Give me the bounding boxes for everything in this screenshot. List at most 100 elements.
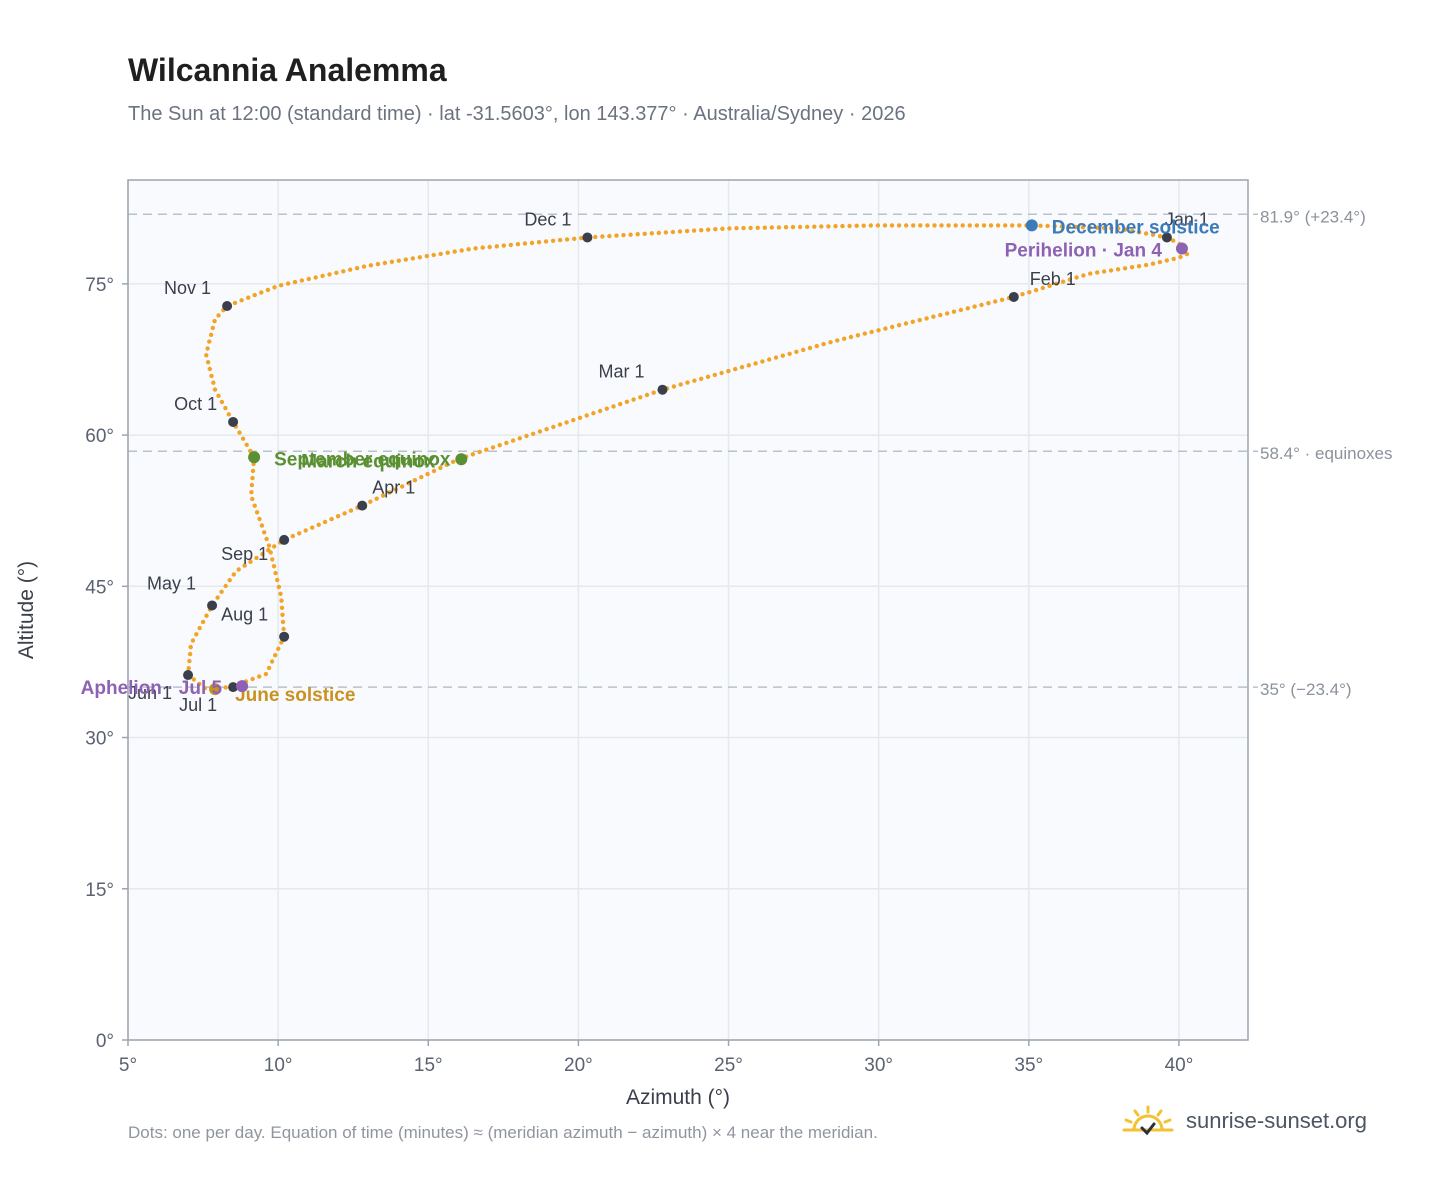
daily-dot (194, 632, 199, 637)
daily-dot (1150, 232, 1156, 237)
daily-dot (1129, 265, 1135, 270)
daily-dot (348, 508, 354, 513)
daily-dot (847, 223, 852, 229)
daily-dot (290, 533, 295, 539)
daily-dot (275, 577, 280, 583)
daily-dot (431, 468, 437, 474)
daily-dot (197, 625, 202, 631)
daily-dot (266, 543, 272, 548)
daily-dot (1130, 228, 1135, 234)
daily-dot (412, 478, 418, 483)
daily-dot (244, 442, 249, 447)
daily-dot (1136, 230, 1142, 235)
daily-dot (260, 551, 265, 557)
daily-dot (577, 415, 583, 420)
daily-dot (487, 244, 492, 250)
daily-dot (890, 324, 895, 330)
month-marker (228, 416, 239, 427)
month-marker (582, 232, 593, 243)
daily-dot (932, 223, 937, 228)
daily-dot (276, 646, 281, 651)
daily-dot (1073, 224, 1079, 230)
daily-dot (354, 266, 360, 271)
daily-dot (1017, 223, 1022, 228)
daily-dot (748, 225, 753, 231)
daily-dot (452, 249, 457, 254)
daily-dot (431, 252, 436, 258)
daily-dot (531, 431, 536, 436)
month-marker (207, 600, 218, 611)
daily-dot (876, 328, 881, 333)
daily-dot (801, 347, 806, 353)
daily-dot (564, 420, 569, 425)
daily-dot (692, 378, 697, 383)
daily-dot (254, 555, 259, 561)
daily-dot (223, 685, 228, 690)
daily-dot (219, 589, 224, 594)
x-axis-label: Azimuth (°) (626, 1086, 730, 1109)
daily-dot (726, 368, 731, 374)
daily-dot (807, 345, 813, 351)
daily-dot (204, 353, 209, 358)
daily-dot (265, 287, 271, 293)
daily-dot (1038, 223, 1043, 228)
daily-dot (406, 481, 411, 486)
daily-dot (981, 223, 987, 228)
daily-dot (250, 496, 255, 502)
daily-dot (677, 229, 683, 234)
daily-dot (266, 665, 272, 671)
daily-dot (1123, 227, 1128, 232)
brand-link[interactable]: sunrise-sunset.org (1120, 1104, 1367, 1138)
daily-dot (1003, 223, 1008, 228)
event-marker (455, 453, 468, 466)
daily-dot (473, 246, 478, 251)
daily-dot (254, 510, 260, 515)
daily-dot (396, 258, 401, 263)
x-tick-label: 35° (1014, 1055, 1043, 1076)
x-tick-label: 40° (1165, 1055, 1194, 1076)
daily-dot (375, 261, 381, 267)
daily-dot (1143, 231, 1149, 236)
daily-dot (814, 343, 819, 349)
daily-dot (252, 292, 257, 298)
daily-dot (248, 559, 253, 564)
daily-dot (237, 430, 242, 435)
reference-line-label: 35° (−23.4°) (1260, 680, 1352, 699)
daily-dot (270, 557, 275, 562)
daily-dot (993, 299, 998, 304)
x-tick-label: 30° (864, 1055, 893, 1076)
daily-dot (917, 317, 922, 323)
daily-dot (651, 390, 656, 395)
daily-dot (494, 244, 499, 249)
month-marker (1008, 291, 1019, 302)
daily-dot (191, 677, 196, 682)
daily-dot (939, 223, 944, 228)
daily-dot (320, 273, 325, 279)
daily-dot (924, 316, 929, 321)
daily-dot (642, 231, 647, 236)
daily-dot (1136, 264, 1142, 269)
daily-dot (705, 374, 711, 379)
daily-dot (614, 233, 619, 238)
daily-dot (760, 359, 765, 364)
daily-dot (889, 223, 895, 228)
daily-dot (444, 462, 449, 467)
event-label: June solstice (235, 685, 355, 706)
daily-dot (974, 223, 980, 228)
daily-dot (450, 459, 456, 464)
daily-dot (445, 250, 450, 255)
daily-dot (960, 223, 965, 228)
daily-dot (292, 279, 298, 285)
daily-dot (848, 334, 854, 340)
daily-dot (571, 417, 576, 423)
daily-dot (204, 613, 209, 618)
footnote: Dots: one per day. Equation of time (min… (128, 1123, 878, 1142)
daily-dot (374, 496, 379, 501)
month-label: Nov 1 (164, 278, 211, 298)
daily-dot (508, 242, 513, 248)
daily-dot (279, 283, 284, 288)
daily-dot (246, 295, 251, 300)
daily-dot (794, 349, 799, 354)
daily-dot (719, 370, 724, 376)
month-marker (279, 631, 290, 642)
